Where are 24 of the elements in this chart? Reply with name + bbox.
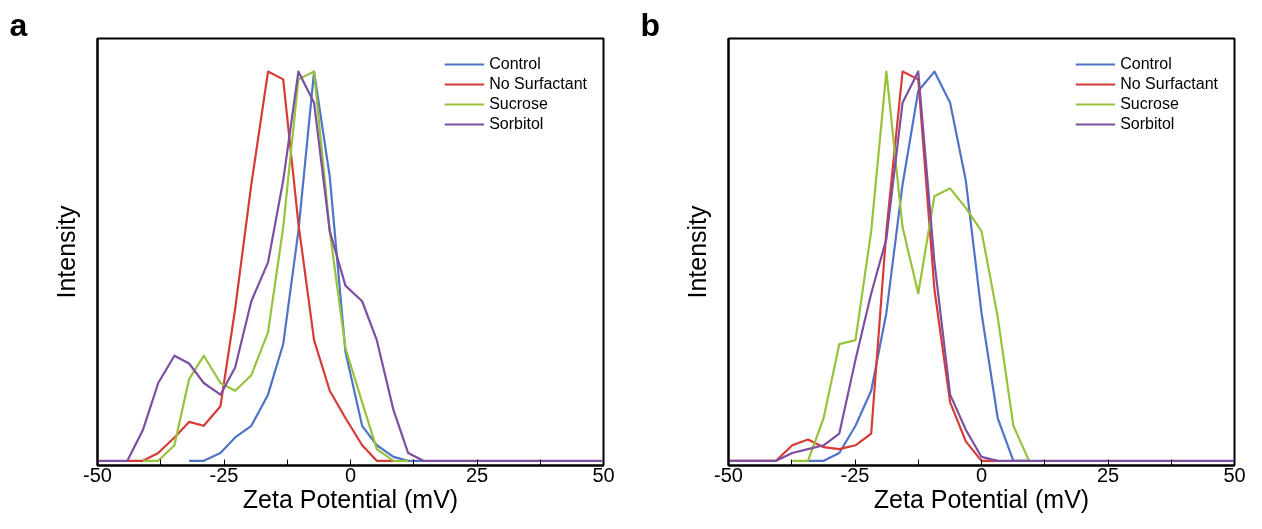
legend-label: Sorbitol xyxy=(489,114,544,134)
chart-title: a xyxy=(9,6,28,43)
x-tick-label: 25 xyxy=(1096,463,1120,486)
x-tick-label: -50 xyxy=(714,463,743,486)
legend-label: No Surfactant xyxy=(489,74,587,94)
x-tick-label: 25 xyxy=(465,463,489,486)
y-axis-title: Intensity xyxy=(682,204,711,299)
legend-label: Sucrose xyxy=(489,94,548,114)
x-tick-label: 0 xyxy=(975,463,988,486)
y-axis-title: Intensity xyxy=(51,204,80,299)
x-tick-label: -25 xyxy=(840,463,870,486)
legend-label: Control xyxy=(1120,54,1172,74)
legend-label: Control xyxy=(489,54,541,74)
x-tick-label: 50 xyxy=(592,463,615,486)
legend-label: No Surfactant xyxy=(1120,74,1218,94)
legend-label: Sucrose xyxy=(1120,94,1179,114)
x-axis-title: Zeta Potential (mV) xyxy=(873,484,1090,513)
x-tick-label: -50 xyxy=(83,463,112,486)
x-tick-label: 0 xyxy=(344,463,357,486)
x-tick-label: -25 xyxy=(209,463,239,486)
legend-label: Sorbitol xyxy=(1120,114,1175,134)
x-tick-label: 50 xyxy=(1223,463,1246,486)
chart-title: b xyxy=(640,6,661,43)
x-axis-title: Zeta Potential (mV) xyxy=(242,484,459,513)
